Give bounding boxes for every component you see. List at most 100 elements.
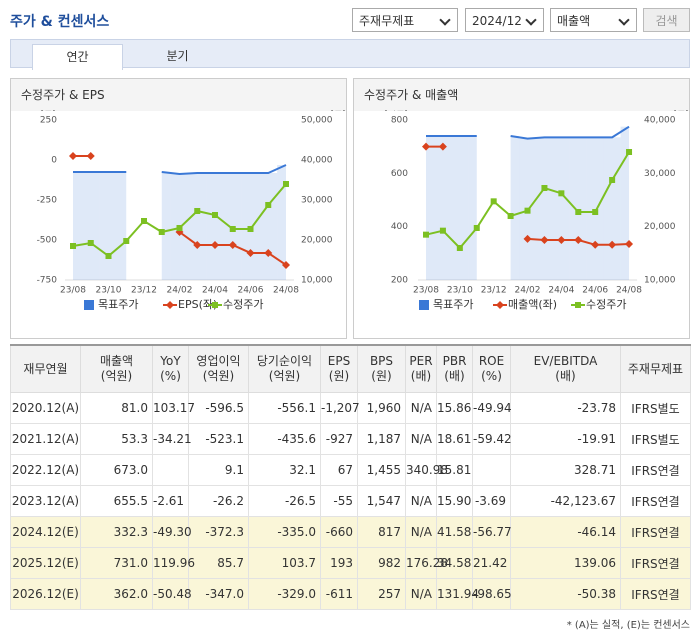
table-cell: -1,207 xyxy=(320,392,360,424)
chart-panel: 수정주가 & EPS [원] [원] 250 0 -250 -500 -750 50,000 4… xyxy=(10,78,347,339)
tab-bar: 연간 분기 xyxy=(10,39,690,70)
table-cell: 15.86 xyxy=(436,392,473,424)
table-cell: IFRS연결 xyxy=(620,578,691,610)
x-tick-label: 24/08 xyxy=(273,286,299,296)
area-band xyxy=(277,165,286,280)
x-tick-label: 23/08 xyxy=(413,286,439,296)
area-band xyxy=(73,172,82,280)
table-cell: 119.96 xyxy=(152,547,195,579)
point-marker xyxy=(158,229,165,235)
table-cell: -56.77 xyxy=(472,516,512,548)
table-cell: 362.0 xyxy=(80,578,153,610)
table-cell: IFRS연결 xyxy=(620,454,691,486)
area-band xyxy=(586,137,604,280)
column-label: 매출액 xyxy=(99,354,134,368)
point-marker xyxy=(626,149,633,155)
point-marker xyxy=(105,253,112,259)
point-marker xyxy=(592,209,599,215)
column-label: EV/EBITDA xyxy=(533,354,598,368)
table-cell: 328.71 xyxy=(510,454,621,486)
table-cell: -372.3 xyxy=(188,516,249,548)
point-marker xyxy=(540,236,549,244)
column-header: 당기순이익 (억원) xyxy=(248,344,321,393)
table-cell: -523.1 xyxy=(188,423,249,455)
table-row: 2024.12(E) 332.3 -49.30 -372.3 -335.0 -660 817… xyxy=(10,516,691,548)
table-cell: 15.90 xyxy=(436,485,473,517)
point-marker xyxy=(123,238,130,244)
point-marker xyxy=(69,152,77,160)
page-title: 주가 & 컨센서스 xyxy=(10,14,110,30)
area-band xyxy=(620,126,630,281)
legend-marker xyxy=(575,302,581,308)
period-select[interactable]: 2024/12 xyxy=(465,8,544,32)
row-header: 2024.12(E) xyxy=(10,516,81,548)
y2-tick-label: 50,000 xyxy=(301,116,333,126)
table-cell: -42,123.67 xyxy=(510,485,621,517)
row-header: 2023.12(A) xyxy=(10,485,81,517)
table-cell: 673.0 xyxy=(80,454,153,486)
x-tick-label: 24/02 xyxy=(515,286,541,296)
table-cell: -927 xyxy=(320,423,358,455)
tab[interactable]: 연간 xyxy=(32,44,123,70)
table-cell: -50.48 xyxy=(152,578,192,610)
axis-unit: [원] xyxy=(40,110,55,113)
area-band xyxy=(434,136,452,280)
legend-label: 수정주가 xyxy=(586,298,626,311)
table-cell: 85.7 xyxy=(188,547,249,579)
table-row: 2020.12(A) 81.0 103.17 -596.5 -556.1 -1,207 1,… xyxy=(10,392,691,424)
x-tick-label: 23/12 xyxy=(481,286,507,296)
table-cell: -55 xyxy=(320,485,358,517)
table-cell: -556.1 xyxy=(248,392,321,424)
row-header: 2022.12(A) xyxy=(10,454,81,486)
chart-panel: 수정주가 & 매출액 [억원] [원] 800 600 400 200 40,000 30,0… xyxy=(353,78,690,339)
point-marker xyxy=(141,218,147,224)
y-tick-label: -750 xyxy=(37,276,58,286)
point-marker xyxy=(524,207,531,214)
point-marker xyxy=(176,225,183,231)
table-cell: -59.42 xyxy=(472,423,512,455)
y2-tick-label: 20,000 xyxy=(301,236,333,246)
search-button[interactable]: 검색 xyxy=(643,8,690,32)
row-header: 2020.12(A) xyxy=(10,392,81,424)
y2-tick-label: 40,000 xyxy=(644,116,676,126)
table-cell: -50.38 xyxy=(510,578,621,610)
table-cell: 340.98 xyxy=(405,454,448,486)
area-band xyxy=(468,136,477,280)
chart: [원] [원] 250 0 -250 -500 -750 50,000 40,000 30,000… xyxy=(37,110,346,311)
legend-marker xyxy=(419,300,429,310)
tab[interactable]: 분기 xyxy=(166,49,189,63)
area-band xyxy=(206,173,224,280)
point-marker xyxy=(609,177,616,183)
table-row: 2023.12(A) 655.5 -2.61 -26.2 -26.5 -55 1,547 N/… xyxy=(10,485,691,517)
point-marker xyxy=(246,248,255,257)
y-tick-label: 800 xyxy=(391,116,408,126)
column-header: YoY (%) xyxy=(152,344,189,393)
item-select[interactable]: 매출액 xyxy=(550,8,637,32)
legend-label: EPS(좌) xyxy=(178,298,217,311)
statement-select[interactable]: 주재무제표 xyxy=(352,8,458,32)
column-header: 매출액 (억원) xyxy=(80,344,153,393)
table-cell: 103.7 xyxy=(248,547,321,579)
table-cell: 817 xyxy=(357,516,406,548)
y2-tick-label: 20,000 xyxy=(644,222,676,232)
table-cell: 131.94 xyxy=(436,578,479,610)
point-marker xyxy=(507,213,514,219)
axis-unit: [원] xyxy=(330,110,345,113)
point-marker xyxy=(70,243,76,249)
table-cell: -23.78 xyxy=(510,392,621,424)
column-unit: (억원) xyxy=(268,369,301,383)
table-cell: 67 xyxy=(320,454,358,486)
area-band xyxy=(510,136,520,280)
table-cell: 139.06 xyxy=(510,547,621,579)
column-unit: (억원) xyxy=(100,369,133,383)
table-cell xyxy=(152,454,189,486)
x-tick-label: 24/08 xyxy=(616,286,642,296)
point-marker xyxy=(87,240,94,246)
row-header: 2021.12(A) xyxy=(10,423,81,455)
axis-unit: [원] xyxy=(673,110,688,113)
table-cell: 257 xyxy=(357,578,406,610)
table-cell: IFRS별도 xyxy=(620,392,691,424)
y-tick-label: -500 xyxy=(37,236,58,246)
table-cell: -34.21 xyxy=(152,423,192,455)
point-marker xyxy=(265,202,272,208)
